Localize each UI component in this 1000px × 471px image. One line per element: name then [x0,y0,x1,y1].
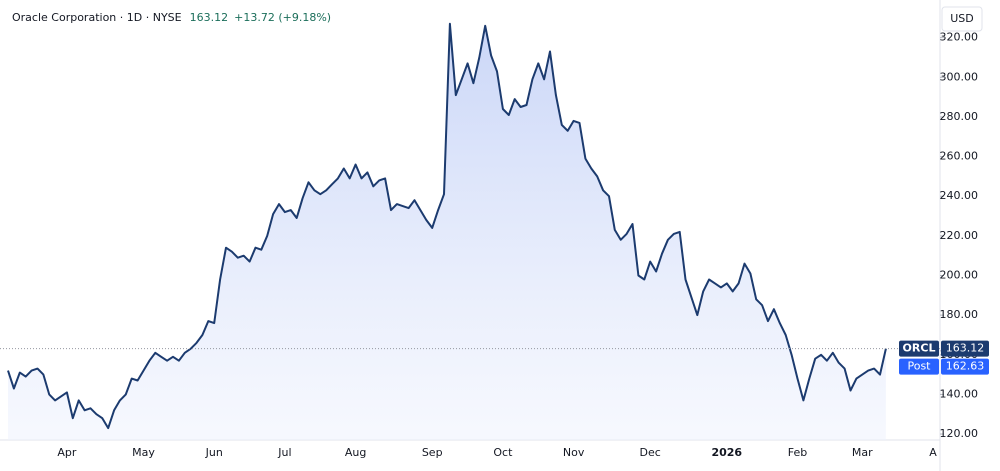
x-tick-label: Apr [57,446,77,459]
x-tick-label: 2026 [711,446,742,459]
x-tick-label: Aug [345,446,366,459]
y-tick-label: 260.00 [940,150,979,163]
y-tick-label: 320.00 [940,31,979,44]
x-tick-label: Mar [852,446,873,459]
post-price-badge [941,358,989,375]
y-tick-label: 180.00 [940,308,979,321]
price-badge [941,340,989,357]
x-tick-label: Feb [788,446,807,459]
x-tick-label: A [929,446,937,459]
currency-box[interactable] [941,6,983,32]
x-tick-label: Jun [205,446,223,459]
line [7,22,887,430]
post-badge [899,358,939,375]
x-tick-label: Dec [640,446,661,459]
price-change: +13.72 (+9.18%) [234,11,331,24]
x-tick-label: May [132,446,155,459]
post-price-label: 162.63 [946,360,985,373]
y-tick-label: 280.00 [940,110,979,123]
x-tick-label: Jul [277,446,291,459]
symbol-badge [899,340,939,357]
x-tick-label: Nov [563,446,585,459]
y-tick-label: 220.00 [940,229,979,242]
x-tick-label: Sep [422,446,443,459]
post-label: Post [907,360,931,373]
y-tick-label: 120.00 [940,427,979,440]
chart-title: Oracle Corporation · 1D · NYSE [12,11,182,24]
symbol-label: ORCL [903,342,936,355]
y-tick-label: 200.00 [940,268,979,281]
x-tick-label: Oct [493,446,513,459]
y-tick-label: 140.00 [940,387,979,400]
price-badge-label: 163.12 [946,342,985,355]
y-tick-label: 240.00 [940,189,979,202]
currency[interactable]: USD [950,12,974,25]
last-price: 163.12 [190,11,229,24]
y-tick-label: 300.00 [940,70,979,83]
area [8,23,886,441]
